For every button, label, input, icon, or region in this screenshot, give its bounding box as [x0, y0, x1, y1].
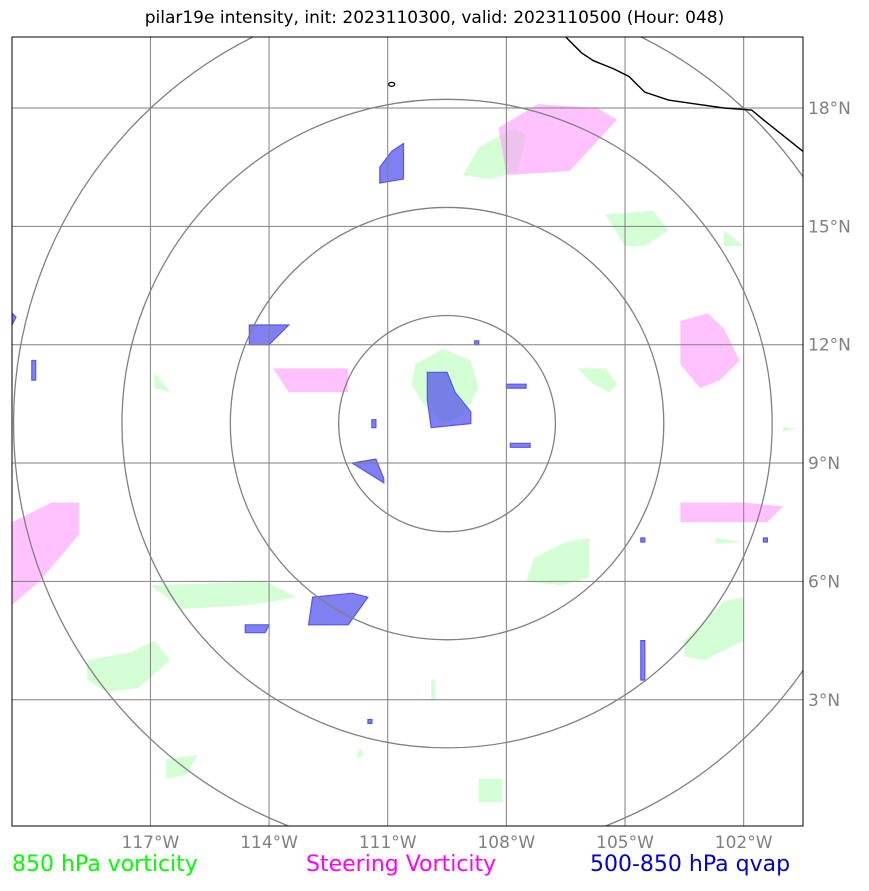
qvap-patch: [474, 340, 480, 346]
vort850-patch: [783, 427, 799, 432]
qvap-patch: [31, 359, 37, 381]
vort850-patch: [166, 755, 198, 779]
range-rings: [13, 37, 803, 826]
qvap-patch: [12, 312, 17, 326]
qvap-patch: [509, 442, 531, 448]
lon-tick-label: 114°W: [240, 833, 298, 853]
qvap-layer: [12, 142, 769, 725]
vort850-patch: [526, 538, 590, 586]
vort850-patch: [478, 778, 503, 803]
steering-patch: [12, 502, 80, 606]
lat-tick-label: 12°N: [808, 336, 851, 356]
qvap-patch: [350, 458, 385, 484]
range-ring: [121, 98, 773, 749]
qvap-patch: [505, 383, 527, 389]
lake-outline: [388, 81, 396, 87]
steering-patch: [273, 368, 349, 393]
vort850-patch: [431, 680, 436, 700]
vort850-patch: [723, 230, 744, 247]
longitude-tick-labels: 117°W 114°W 111°W 108°W 105°W 102°W: [122, 833, 773, 853]
qvap-patch: [367, 718, 373, 725]
coastline: [388, 37, 803, 152]
qvap-patch: [640, 537, 646, 543]
steering-patch: [680, 502, 784, 523]
steering-patch: [680, 313, 740, 389]
range-ring: [338, 314, 557, 533]
lon-tick-label: 105°W: [596, 833, 654, 853]
legend-vort850: 850 hPa vorticity: [12, 852, 198, 877]
legend-qvap: 500-850 hPa qvap: [590, 852, 791, 877]
qvap-patch: [244, 624, 271, 634]
vort850-patch: [150, 581, 297, 609]
qvap-patch: [371, 419, 377, 429]
qvap-patch: [307, 592, 369, 626]
lat-tick-label: 3°N: [808, 691, 840, 711]
legend-steering: Steering Vorticity: [306, 852, 497, 877]
vort850-patch: [605, 210, 669, 247]
lon-tick-label: 108°W: [477, 833, 535, 853]
steering-patch: [498, 104, 618, 176]
plot-title: pilar19e intensity, init: 2023110300, va…: [144, 8, 725, 28]
vort850-patch: [356, 747, 364, 759]
steering-layer: [12, 104, 784, 606]
qvap-patch: [762, 537, 769, 543]
range-ring: [229, 206, 665, 641]
vort850-patch: [716, 538, 744, 544]
vort850-patch: [87, 640, 171, 692]
vort850-patch: [154, 372, 171, 393]
lon-tick-label: 111°W: [359, 833, 417, 853]
qvap-patch: [640, 639, 646, 681]
lat-tick-label: 9°N: [808, 454, 840, 474]
vort850-patch: [577, 368, 618, 393]
map-frame: [11, 36, 804, 827]
qvap-patch: [426, 371, 472, 429]
qvap-patch: [379, 142, 405, 184]
lon-tick-label: 102°W: [715, 833, 773, 853]
vort850-layer: [87, 127, 799, 803]
lat-tick-label: 6°N: [808, 572, 840, 592]
graticule: [12, 37, 803, 826]
lon-tick-label: 117°W: [122, 833, 180, 853]
coastline-path: [565, 37, 803, 152]
latitude-tick-labels: 3°N 6°N 9°N 12°N 15°N 18°N: [808, 99, 851, 711]
lat-tick-label: 18°N: [808, 99, 851, 119]
lat-tick-label: 15°N: [808, 217, 851, 237]
map-plot-area: [12, 37, 803, 826]
vort850-patch: [684, 597, 744, 661]
range-ring: [13, 37, 803, 826]
